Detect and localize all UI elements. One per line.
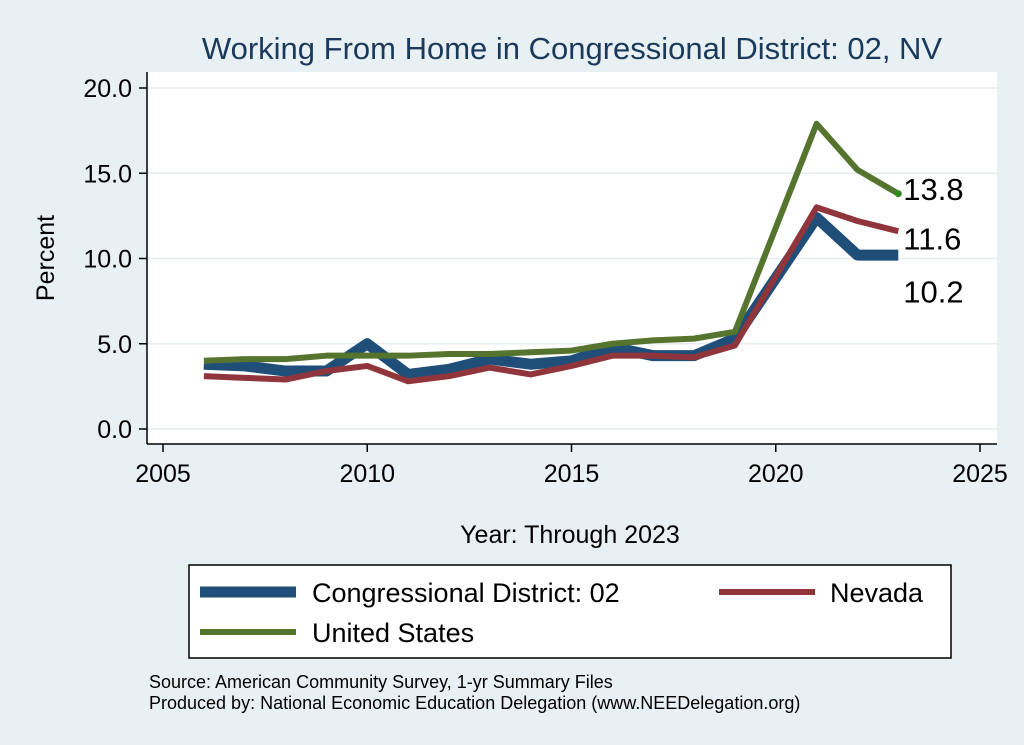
- chart-title: Working From Home in Congressional Distr…: [202, 31, 943, 66]
- series-line-united-states: [203, 120, 900, 364]
- end-label-district: 10.2: [903, 274, 963, 309]
- x-axis-ticks: 2005 2010 2015 2020 2025: [135, 444, 1008, 488]
- x-tick-label-2020: 2020: [748, 460, 804, 488]
- x-tick-label-2025: 2025: [952, 460, 1008, 488]
- x-axis-title: Year: Through 2023: [460, 521, 680, 549]
- y-axis-title: Percent: [32, 215, 60, 301]
- end-label-united-states: 13.8: [903, 172, 963, 207]
- series-line-nevada: [203, 204, 900, 385]
- legend-label-united-states: United States: [312, 618, 474, 648]
- x-tick-label-2005: 2005: [135, 460, 191, 488]
- y-axis-ticks: 0.0 5.0 10.0 15.0 20.0: [83, 75, 147, 444]
- y-tick-label-20.0: 20.0: [83, 75, 132, 103]
- y-tick-label-10.0: 10.0: [83, 246, 132, 274]
- end-labels: 10.2 11.6 13.8: [894, 172, 964, 309]
- series-lines: [203, 120, 900, 385]
- legend-box: [188, 564, 952, 659]
- end-label-nevada: 11.6: [903, 221, 961, 256]
- x-tick-label-2010: 2010: [339, 460, 395, 488]
- y-tick-label-0.0: 0.0: [97, 416, 132, 444]
- y-tick-label-15.0: 15.0: [83, 160, 132, 188]
- legend: Congressional District: 02 Nevada United…: [188, 564, 952, 659]
- source-note: Source: American Community Survey, 1-yr …: [149, 672, 613, 692]
- legend-label-district: Congressional District: 02: [312, 578, 620, 608]
- end-marker-united-states: [894, 190, 902, 198]
- x-tick-label-2015: 2015: [544, 460, 600, 488]
- legend-label-nevada: Nevada: [830, 578, 924, 608]
- produced-note: Produced by: National Economic Education…: [149, 693, 800, 713]
- y-tick-label-5.0: 5.0: [97, 331, 132, 359]
